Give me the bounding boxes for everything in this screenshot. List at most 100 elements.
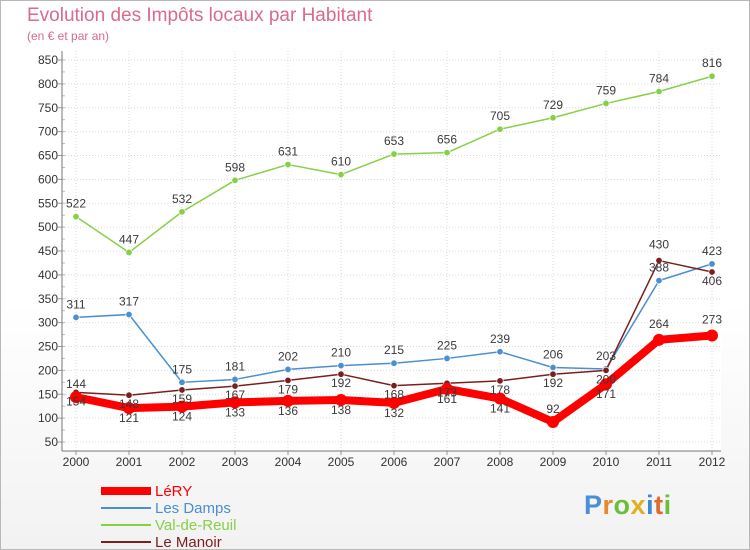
logo-letter: r	[602, 490, 614, 520]
data-point	[600, 378, 612, 391]
data-label: 178	[490, 383, 510, 397]
x-tick-label: 2005	[328, 455, 355, 469]
chart-subtitle: (en € et par an)	[27, 29, 110, 43]
x-tick-label: 2001	[116, 455, 143, 469]
data-label: 759	[596, 83, 616, 97]
data-label: 154	[66, 394, 86, 408]
data-label: 656	[437, 133, 457, 147]
data-point	[72, 213, 80, 221]
data-label: 141	[490, 402, 510, 416]
data-point	[549, 364, 557, 372]
data-label: 181	[225, 359, 245, 373]
data-point	[284, 161, 292, 169]
x-tick-label: 2003	[222, 455, 249, 469]
y-tick-label: 400	[38, 268, 58, 282]
data-point	[655, 88, 663, 96]
data-label: 92	[546, 402, 560, 416]
data-label: 631	[278, 145, 298, 159]
y-tick-label: 750	[38, 101, 58, 115]
chart-legend: LéRY Les Damps Val-de-Reuil Le Manoir	[101, 483, 321, 549]
data-point	[390, 359, 398, 367]
data-point	[549, 370, 557, 378]
data-label: 610	[331, 155, 351, 169]
legend-label: Val-de-Reuil	[155, 517, 237, 534]
data-label: 705	[490, 109, 510, 123]
data-point	[390, 382, 398, 390]
series-le-manoir	[72, 257, 716, 399]
x-tick-label: 2002	[169, 455, 196, 469]
data-point	[229, 396, 241, 409]
data-label: 167	[225, 388, 245, 402]
x-tick-label: 2006	[381, 455, 408, 469]
data-point	[231, 382, 239, 390]
data-label: 388	[649, 261, 669, 275]
y-tick-label: 450	[38, 244, 58, 258]
y-tick-label: 350	[38, 292, 58, 306]
logo-letter: t	[654, 490, 664, 520]
data-point	[284, 365, 292, 373]
x-tick-label: 2000	[63, 455, 90, 469]
data-point	[284, 376, 292, 384]
data-point	[337, 362, 345, 370]
legend-swatch	[101, 507, 151, 509]
x-tick-label: 2011	[646, 455, 672, 469]
data-point	[231, 375, 239, 383]
y-tick-label: 100	[38, 411, 58, 425]
data-point	[496, 125, 504, 133]
x-tick-label: 2009	[540, 455, 567, 469]
legend-item: Le Manoir	[101, 534, 321, 549]
data-point	[443, 354, 451, 362]
y-tick-label: 250	[38, 340, 58, 354]
x-tick-label: 2008	[487, 455, 514, 469]
data-point	[282, 394, 294, 407]
legend-label: Les Damps	[155, 500, 231, 517]
y-tick-label: 150	[38, 387, 58, 401]
data-label: 430	[649, 238, 669, 252]
chart-title: Evolution des Impôts locaux par Habitant	[27, 5, 373, 26]
data-label: 311	[66, 297, 85, 311]
data-label: 148	[119, 397, 139, 411]
data-point	[655, 277, 663, 285]
data-label: 447	[119, 232, 139, 246]
data-point	[496, 377, 504, 385]
data-point	[655, 257, 663, 265]
data-label: 239	[490, 332, 510, 346]
legend-swatch	[101, 487, 151, 495]
data-label: 522	[66, 197, 86, 211]
data-label: 317	[119, 295, 139, 309]
data-label: 203	[596, 349, 616, 363]
legend-label: LéRY	[155, 483, 193, 500]
x-tick-label: 2012	[699, 455, 726, 469]
y-tick-label: 850	[38, 53, 58, 67]
y-tick-label: 300	[38, 316, 58, 330]
legend-item: Les Damps	[101, 500, 321, 517]
legend-item: Val-de-Reuil	[101, 517, 321, 534]
data-label: 210	[331, 346, 351, 360]
data-label: 138	[331, 403, 351, 417]
data-point	[708, 268, 716, 276]
data-point	[443, 149, 451, 157]
data-point	[441, 382, 453, 395]
data-label: 133	[225, 405, 245, 419]
data-label: 175	[172, 362, 192, 376]
data-point	[337, 370, 345, 378]
data-point	[496, 348, 504, 356]
data-point	[125, 391, 133, 399]
data-label: 132	[384, 406, 404, 420]
data-label: 161	[437, 392, 457, 406]
data-label: 206	[543, 348, 563, 362]
data-point	[335, 393, 347, 406]
legend-swatch	[101, 541, 151, 543]
data-point	[178, 208, 186, 216]
logo-letter: i	[646, 490, 655, 520]
logo-letter: i	[663, 490, 672, 520]
data-point	[337, 171, 345, 179]
data-point	[653, 333, 665, 346]
data-label: 159	[172, 392, 192, 406]
x-tick-label: 2010	[593, 455, 620, 469]
data-label: 144	[66, 377, 86, 391]
y-tick-label: 800	[38, 77, 58, 91]
y-tick-label: 700	[38, 125, 58, 139]
data-point	[72, 313, 80, 321]
